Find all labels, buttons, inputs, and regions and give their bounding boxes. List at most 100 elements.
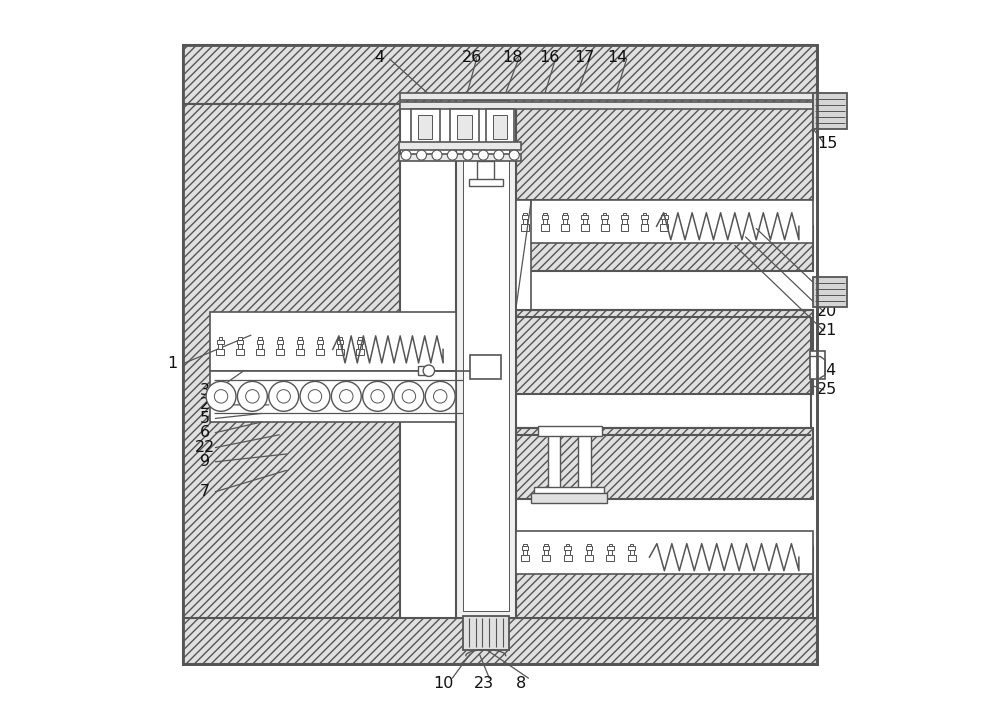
Bar [278, 337, 282, 339]
Bar [606, 555, 614, 561]
Bar [810, 351, 825, 379]
Bar [523, 212, 527, 215]
Bar [603, 212, 606, 215]
Bar [217, 339, 224, 344]
Bar [663, 212, 666, 215]
Bar [298, 337, 302, 339]
Bar [183, 45, 817, 664]
Text: 16: 16 [540, 50, 560, 65]
Circle shape [402, 389, 416, 403]
Bar [183, 45, 817, 104]
Bar [621, 215, 628, 219]
Bar [258, 344, 262, 349]
Bar [358, 344, 362, 349]
Text: 9: 9 [200, 454, 210, 469]
Bar [516, 200, 531, 310]
Bar [296, 349, 304, 355]
Bar [521, 555, 529, 561]
Bar [543, 219, 547, 225]
Bar [548, 434, 560, 489]
Bar [357, 339, 363, 344]
Bar [411, 109, 440, 143]
Text: 24: 24 [817, 363, 837, 378]
Circle shape [246, 389, 259, 403]
Circle shape [394, 381, 424, 411]
Bar [641, 215, 648, 219]
Circle shape [433, 389, 447, 403]
Bar [210, 371, 456, 422]
Bar [400, 102, 813, 109]
Bar [183, 617, 817, 664]
Text: 14: 14 [607, 50, 628, 65]
Bar [183, 45, 817, 664]
Bar [564, 555, 572, 561]
Text: 18: 18 [503, 50, 523, 65]
Bar [585, 555, 593, 561]
Bar [543, 212, 547, 215]
Bar [542, 215, 548, 219]
Bar [544, 543, 548, 546]
Bar [516, 546, 813, 617]
Bar [336, 349, 344, 355]
Circle shape [269, 381, 299, 411]
Bar [516, 226, 813, 271]
Bar [563, 219, 567, 225]
Bar [622, 219, 627, 225]
Bar [608, 550, 612, 555]
Text: 23: 23 [474, 677, 494, 692]
Bar [581, 225, 589, 230]
Circle shape [463, 150, 473, 160]
Text: 22: 22 [195, 440, 215, 455]
Bar [516, 104, 813, 200]
Bar [218, 344, 222, 349]
Bar [583, 219, 587, 225]
Bar [541, 225, 549, 230]
Bar [538, 426, 602, 436]
Circle shape [423, 365, 435, 376]
Circle shape [214, 389, 228, 403]
Bar [587, 550, 591, 555]
Bar [418, 115, 432, 140]
Bar [813, 277, 847, 307]
Bar [418, 366, 431, 375]
Bar [450, 109, 479, 143]
Bar [543, 546, 549, 550]
Bar [298, 344, 302, 349]
Text: 2: 2 [200, 397, 210, 412]
Circle shape [509, 150, 519, 160]
Bar [531, 493, 607, 503]
Bar [463, 101, 509, 610]
Bar [601, 225, 609, 230]
Bar [544, 550, 548, 555]
Bar [457, 115, 472, 140]
Text: 5: 5 [200, 411, 210, 426]
Circle shape [401, 150, 411, 160]
Bar [562, 215, 568, 219]
Bar [628, 546, 635, 550]
Bar [581, 215, 588, 219]
Bar [356, 349, 364, 355]
Bar [256, 349, 264, 355]
Bar [662, 219, 667, 225]
Bar [609, 543, 612, 546]
Bar [813, 93, 847, 129]
Bar [561, 225, 569, 230]
Bar [521, 225, 529, 230]
Bar [316, 349, 324, 355]
Bar [628, 555, 636, 561]
Bar [183, 104, 400, 617]
Text: 20: 20 [817, 304, 837, 319]
Bar [516, 200, 813, 242]
Bar [630, 550, 634, 555]
Bar [523, 543, 527, 546]
Bar [337, 339, 343, 344]
Bar [621, 225, 628, 230]
Circle shape [494, 150, 504, 160]
Bar [400, 93, 813, 101]
Bar [660, 225, 668, 230]
Bar [565, 550, 570, 555]
Circle shape [447, 150, 457, 160]
Text: 26: 26 [461, 50, 482, 65]
Bar [238, 337, 242, 339]
Text: 1: 1 [168, 356, 178, 371]
